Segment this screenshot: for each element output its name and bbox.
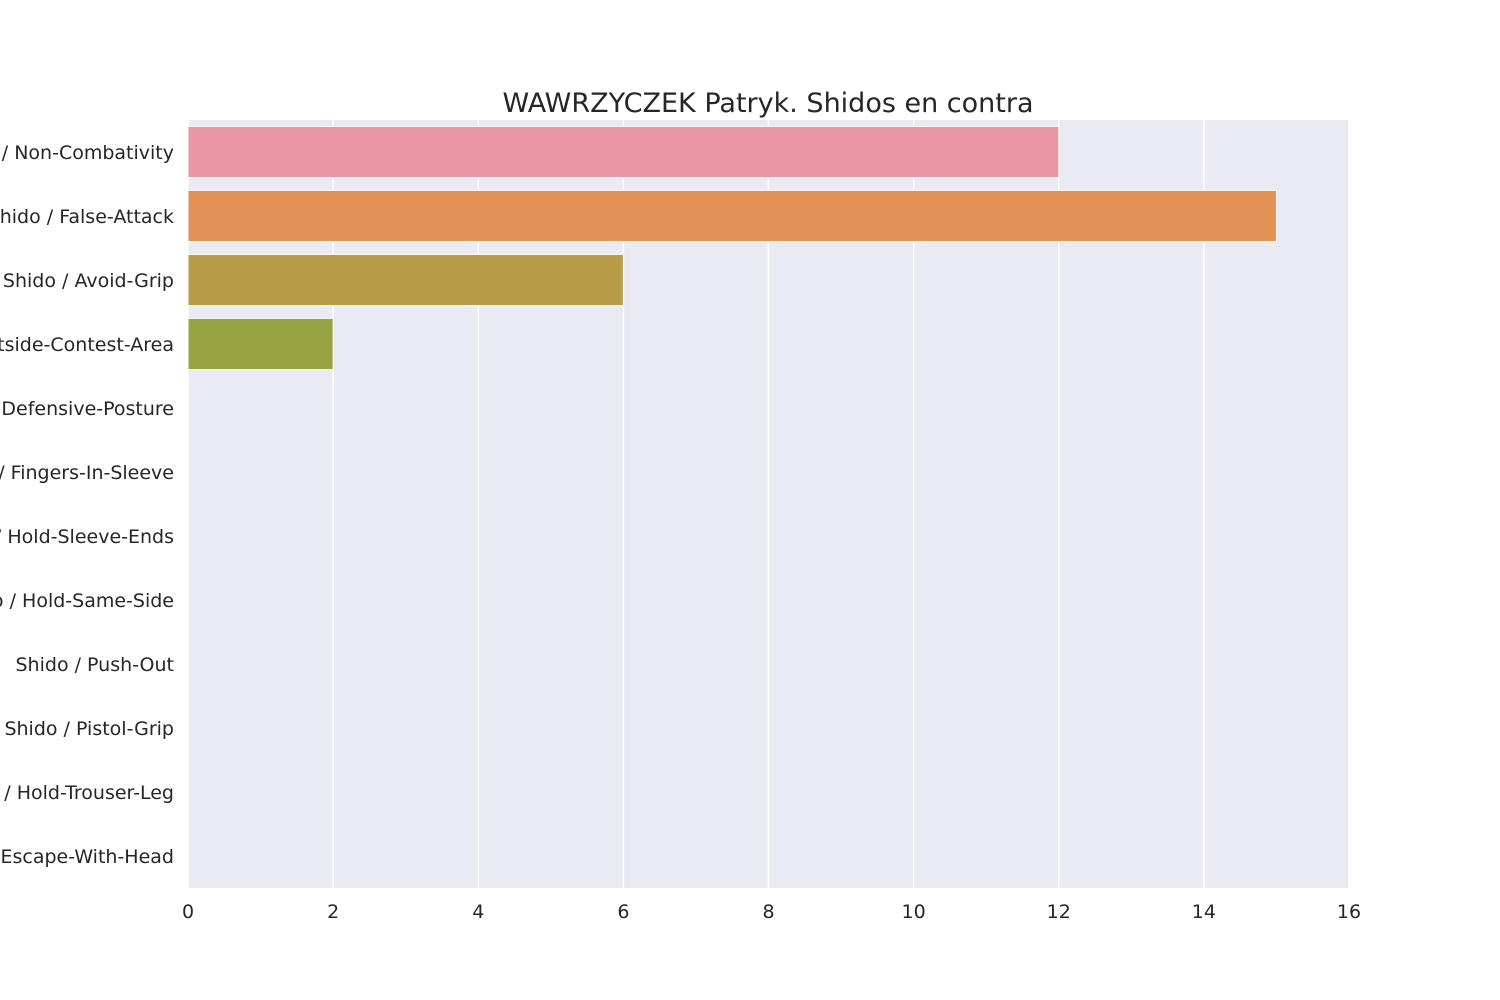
- category-label: Shido / Pistol-Grip: [4, 718, 174, 740]
- x-tick-label: 12: [1047, 901, 1071, 923]
- category-label: Shido / Non-Combativity: [0, 142, 174, 164]
- chart-title: WAWRZYCZEK Patryk. Shidos en contra: [502, 88, 1033, 119]
- x-tick-label: 8: [762, 901, 774, 923]
- x-tick-label: 10: [902, 901, 926, 923]
- category-label: Shido / Hold-Trouser-Leg: [0, 782, 174, 804]
- bar: [187, 317, 334, 371]
- category-label: Shido / False-Attack: [0, 206, 174, 228]
- category-label: Shido / Hold-Same-Side: [0, 590, 174, 612]
- x-tick-label: 0: [182, 901, 194, 923]
- x-tick-label: 6: [617, 901, 629, 923]
- grid-lines: [187, 120, 1350, 888]
- category-label: Shido / Escape-With-Head: [0, 846, 174, 868]
- bar: [187, 253, 624, 307]
- x-tick-label: 2: [327, 901, 339, 923]
- category-label: Shido / Defensive-Posture: [0, 398, 174, 420]
- bars: [187, 125, 1277, 371]
- bar: [187, 125, 1060, 179]
- x-tick-labels: 0 2 4 6 8 10 12 14 16: [182, 901, 1361, 923]
- x-tick-label: 14: [1192, 901, 1216, 923]
- category-label: Shido / Avoid-Grip: [3, 270, 174, 292]
- category-label: Shido / Fingers-In-Sleeve: [0, 462, 174, 484]
- x-tick-label: 16: [1337, 901, 1361, 923]
- x-tick-label: 4: [472, 901, 484, 923]
- category-label: Shido / Push-Out: [16, 654, 175, 676]
- category-label: Shido / Hold-Sleeve-Ends: [0, 526, 174, 548]
- bar: [187, 189, 1277, 243]
- category-labels: Shido / Non-Combativity Shido / False-Att…: [0, 142, 174, 868]
- category-label: Shido / Outside-Contest-Area: [0, 334, 174, 356]
